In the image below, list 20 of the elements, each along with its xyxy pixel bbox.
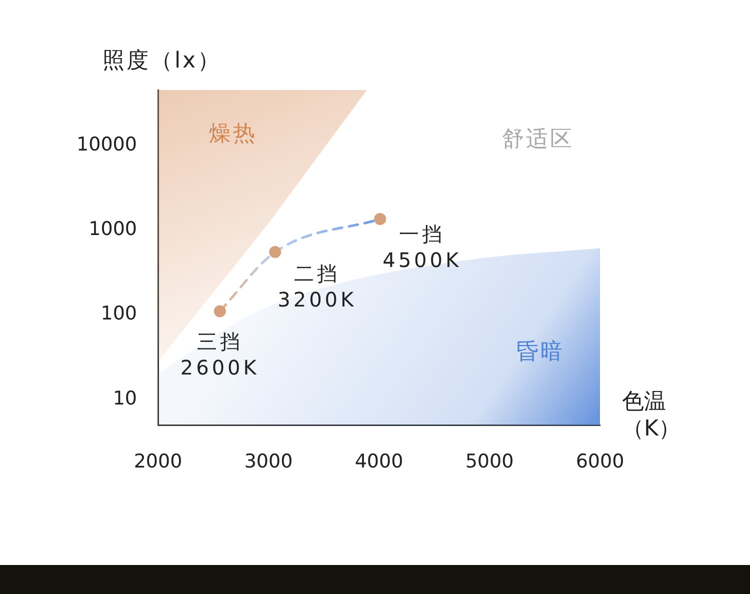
y-axis-title: 照度（lx） [102, 48, 222, 74]
series-label: 燥热 [209, 122, 258, 147]
point [374, 213, 386, 226]
x-tick-label: 3000 [244, 450, 293, 472]
y-tick-label: 1000 [88, 218, 137, 240]
y-tick-label: 10 [112, 387, 137, 410]
x-tick-label: 5000 [465, 450, 514, 472]
x-tick-label: 6000 [576, 450, 624, 472]
point [269, 246, 282, 258]
annotation: 舒适区 [502, 126, 574, 152]
annotation: 三挡 2600K [180, 329, 260, 380]
x-tick-label: 4000 [354, 450, 404, 472]
x-tick-label: 2000 [134, 450, 182, 472]
point [214, 305, 226, 318]
y-tick-label: 10000 [76, 133, 137, 156]
series-label: 昏暗 [516, 340, 564, 365]
y-tick-label: 100 [100, 302, 137, 325]
annotation: 一挡 4500K [382, 222, 462, 272]
annotation: 二挡 3200K [278, 261, 357, 312]
x-axis-title: 色温（K） [622, 390, 680, 442]
